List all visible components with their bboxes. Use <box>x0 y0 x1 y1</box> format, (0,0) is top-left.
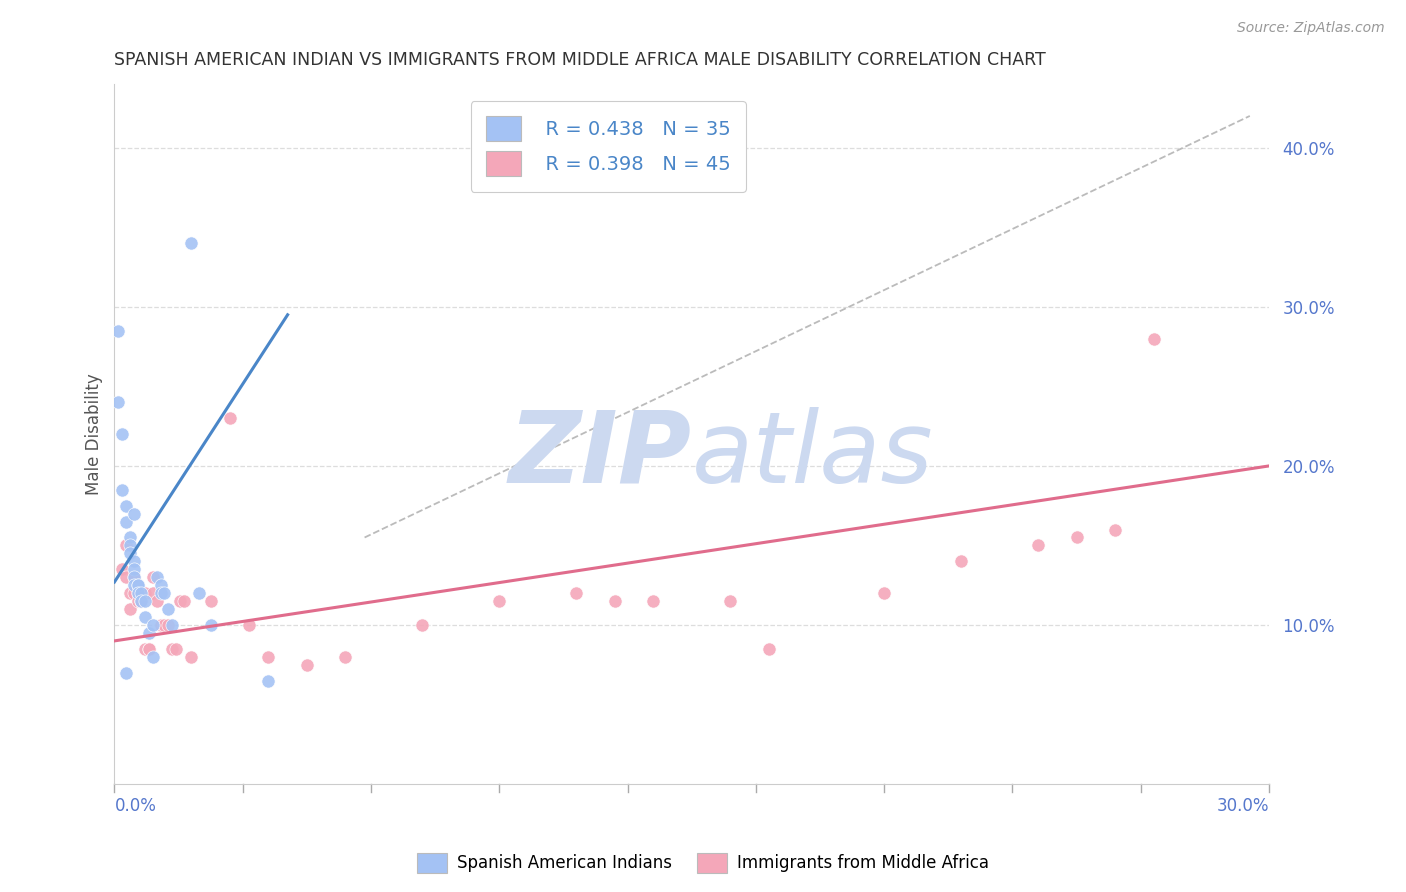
Point <box>111 562 134 576</box>
Point <box>173 594 195 608</box>
Point <box>122 586 145 600</box>
Point <box>169 594 191 608</box>
Y-axis label: Male Disability: Male Disability <box>86 373 103 495</box>
Point <box>131 594 153 608</box>
Point <box>131 594 153 608</box>
Point <box>1066 531 1088 545</box>
Point <box>118 602 141 616</box>
Point <box>122 507 145 521</box>
Point <box>153 586 176 600</box>
Point <box>165 641 187 656</box>
Point <box>138 641 160 656</box>
Point <box>488 594 510 608</box>
Point <box>115 538 138 552</box>
Point <box>118 538 141 552</box>
Point <box>335 649 357 664</box>
Point <box>153 618 176 632</box>
Point <box>127 594 149 608</box>
Point <box>134 594 156 608</box>
Point <box>1142 332 1164 346</box>
Point <box>131 594 153 608</box>
Text: SPANISH AMERICAN INDIAN VS IMMIGRANTS FROM MIDDLE AFRICA MALE DISABILITY CORRELA: SPANISH AMERICAN INDIAN VS IMMIGRANTS FR… <box>114 51 1046 69</box>
Point <box>257 649 280 664</box>
Point <box>134 641 156 656</box>
Point <box>107 395 129 409</box>
Point <box>149 618 172 632</box>
Point <box>603 594 626 608</box>
Point <box>411 618 433 632</box>
Point <box>122 562 145 576</box>
Point <box>131 586 153 600</box>
Point <box>115 665 138 680</box>
Point <box>1104 523 1126 537</box>
Legend:   R = 0.438   N = 35,   R = 0.398   N = 45: R = 0.438 N = 35, R = 0.398 N = 45 <box>471 101 747 192</box>
Legend: Spanish American Indians, Immigrants from Middle Africa: Spanish American Indians, Immigrants fro… <box>411 847 995 880</box>
Text: Source: ZipAtlas.com: Source: ZipAtlas.com <box>1237 21 1385 36</box>
Point <box>111 427 134 442</box>
Point <box>118 531 141 545</box>
Point <box>127 578 149 592</box>
Point <box>138 626 160 640</box>
Point <box>134 610 156 624</box>
Point <box>118 586 141 600</box>
Point <box>238 618 260 632</box>
Point <box>950 554 973 568</box>
Point <box>145 570 167 584</box>
Point <box>188 586 211 600</box>
Point <box>149 578 172 592</box>
Point <box>138 641 160 656</box>
Point <box>873 586 896 600</box>
Point <box>718 594 741 608</box>
Point <box>157 602 180 616</box>
Point <box>127 586 149 600</box>
Point <box>180 236 202 251</box>
Point <box>122 578 145 592</box>
Point <box>160 618 183 632</box>
Point <box>200 618 222 632</box>
Point <box>149 586 172 600</box>
Point <box>180 649 202 664</box>
Point <box>122 570 145 584</box>
Point <box>142 618 165 632</box>
Point <box>142 649 165 664</box>
Text: atlas: atlas <box>692 407 934 504</box>
Text: 0.0%: 0.0% <box>114 797 156 814</box>
Point <box>122 570 145 584</box>
Point <box>127 578 149 592</box>
Point <box>142 586 165 600</box>
Point <box>200 594 222 608</box>
Point <box>134 586 156 600</box>
Text: ZIP: ZIP <box>509 407 692 504</box>
Text: 30.0%: 30.0% <box>1216 797 1270 814</box>
Point <box>118 546 141 560</box>
Point <box>758 641 780 656</box>
Point <box>643 594 665 608</box>
Point <box>115 499 138 513</box>
Point <box>1026 538 1049 552</box>
Point <box>295 657 318 672</box>
Point <box>160 641 183 656</box>
Point <box>142 570 165 584</box>
Point <box>115 515 138 529</box>
Point <box>218 411 240 425</box>
Point <box>565 586 588 600</box>
Point <box>127 586 149 600</box>
Point <box>157 618 180 632</box>
Point <box>257 673 280 688</box>
Point <box>107 324 129 338</box>
Point <box>122 554 145 568</box>
Point <box>145 594 167 608</box>
Point <box>111 483 134 497</box>
Point <box>115 570 138 584</box>
